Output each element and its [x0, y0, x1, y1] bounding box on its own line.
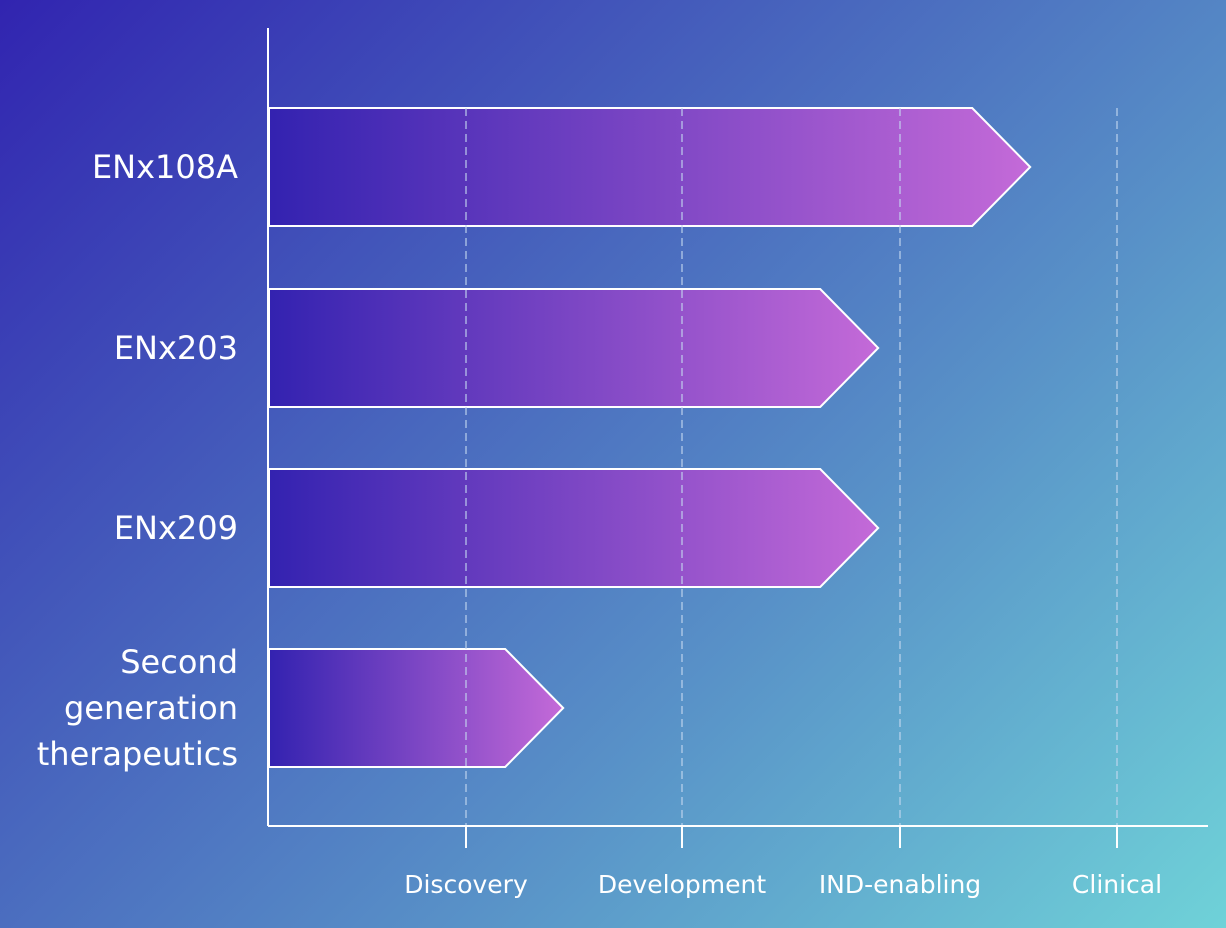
y-tick-label: therapeutics — [37, 735, 238, 773]
x-labels-group: Discovery Development IND-enabling Clinical — [404, 870, 1162, 899]
y-tick-label: ENx209 — [114, 509, 238, 547]
bar-enx108a — [268, 107, 1032, 227]
x-tick-label: IND-enabling — [819, 870, 981, 899]
bar-enx209 — [268, 468, 880, 588]
y-labels-group: ENx108A ENx203 ENx209 Second generation thera… — [37, 148, 238, 773]
y-tick-label: Second — [120, 643, 238, 681]
bar-second-generation-therapeutics — [268, 648, 565, 768]
bars-group — [268, 107, 1032, 768]
x-tick-label: Clinical — [1072, 870, 1162, 899]
bar-enx203 — [268, 288, 880, 408]
y-tick-label: ENx203 — [114, 329, 238, 367]
y-tick-label: ENx108A — [92, 148, 238, 186]
x-tick-label: Development — [598, 870, 766, 899]
axes-group — [267, 28, 1208, 848]
x-tick-label: Discovery — [404, 870, 528, 899]
grid-group — [465, 108, 1118, 826]
y-tick-label: generation — [64, 689, 238, 727]
